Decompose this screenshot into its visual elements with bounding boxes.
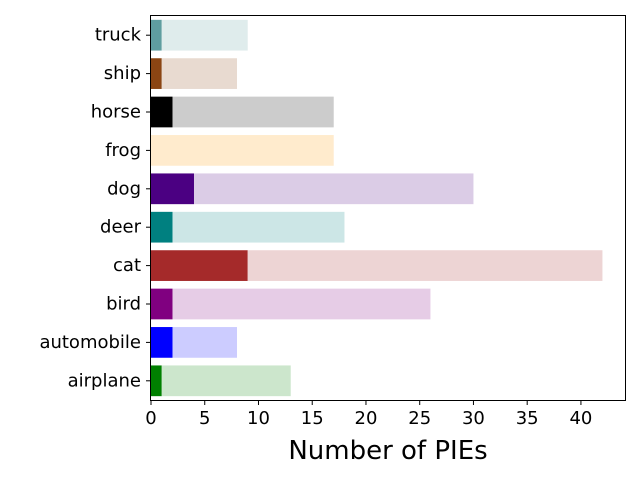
x-tick-label-20: 20	[355, 408, 378, 429]
x-tick-label-10: 10	[247, 408, 270, 429]
bar-automobile-segment-2	[172, 327, 237, 358]
bar-deer-segment-1	[151, 211, 173, 243]
x-tick-label-15: 15	[301, 408, 324, 429]
y-tick-labels: airplane automobile bird cat deer dog frog hors…	[39, 25, 151, 391]
y-tick-label-truck: truck	[95, 25, 142, 46]
bar-airplane-segment-2	[161, 365, 291, 397]
bar-frog-segment-2	[151, 135, 334, 166]
x-tick-label-0: 0	[145, 408, 156, 429]
bar-dog-segment-2	[193, 173, 474, 205]
bar-horse-segment-1	[151, 96, 173, 128]
bar-truck-segment-1	[151, 19, 162, 51]
bar-ship-segment-1	[151, 58, 162, 89]
y-tick-label-cat: cat	[113, 255, 141, 276]
y-tick-label-bird: bird	[106, 294, 141, 315]
bar-bird-segment-2	[172, 288, 431, 320]
x-axis-title: Number of PIEs	[288, 436, 487, 466]
bar-cat-segment-1	[151, 250, 248, 281]
y-tick-label-horse: horse	[91, 102, 141, 123]
y-tick-label-dog: dog	[107, 178, 141, 199]
bar-bird-segment-1	[151, 288, 173, 320]
bars-group	[151, 19, 603, 397]
bar-cat-segment-2	[247, 250, 603, 281]
x-tick-label-40: 40	[569, 408, 592, 429]
bar-automobile-segment-1	[151, 327, 173, 358]
y-tick-label-deer: deer	[100, 217, 142, 238]
x-tick-labels: 0 5 10 15 20 25 30 35 40	[145, 400, 592, 429]
x-tick-label-5: 5	[199, 408, 210, 429]
x-tick-label-35: 35	[516, 408, 539, 429]
x-tick-label-30: 30	[462, 408, 485, 429]
y-tick-label-automobile: automobile	[39, 332, 141, 353]
y-tick-label-airplane: airplane	[68, 370, 141, 391]
y-tick-label-ship: ship	[104, 63, 141, 84]
bar-airplane-segment-1	[151, 365, 162, 397]
bar-deer-segment-2	[172, 211, 345, 243]
plot-frame	[150, 15, 626, 401]
x-tick-label-25: 25	[408, 408, 431, 429]
bar-truck-segment-2	[161, 19, 248, 51]
y-tick-label-frog: frog	[105, 140, 141, 161]
bar-ship-segment-2	[161, 58, 237, 89]
bar-horse-segment-2	[172, 96, 334, 128]
bar-dog-segment-1	[151, 173, 194, 205]
